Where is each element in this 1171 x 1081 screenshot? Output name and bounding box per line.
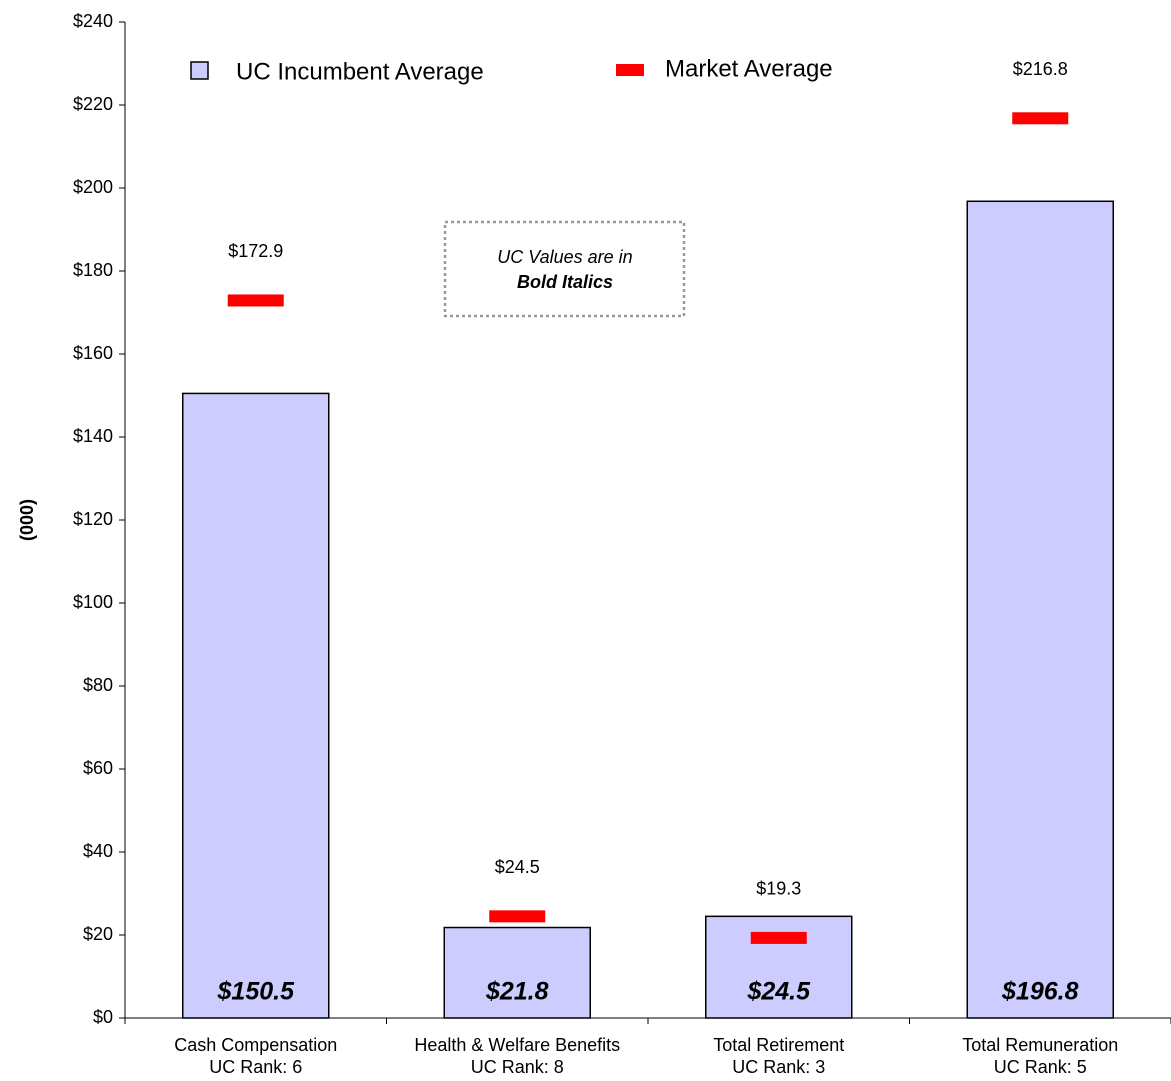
y-tick-label: $0 [93,1007,113,1027]
x-tick-label: Cash Compensation [174,1035,337,1055]
market-marker [489,910,546,923]
market-marker [227,294,284,307]
bar [182,392,330,1019]
market-marker [1012,112,1069,125]
legend-label: Market Average [665,55,833,82]
y-tick-label: $140 [73,426,113,446]
annotation: Bold Italics [517,272,613,292]
x-tick-sublabel: UC Rank: 3 [732,1057,825,1077]
annotation: UC Values are in [497,247,632,267]
bar-value-label: $21.8 [485,978,549,1006]
bar [443,926,591,1019]
y-axis-label: (000) [17,499,37,541]
legend-label: UC Incumbent Average [236,58,484,85]
x-tick-label: Health & Welfare Benefits [414,1035,620,1055]
bar-value-label: $150.5 [217,978,296,1006]
x-tick-sublabel: UC Rank: 8 [471,1057,564,1077]
legend-swatch [616,64,644,76]
y-tick-label: $80 [83,675,113,695]
y-tick-label: $100 [73,592,113,612]
bar [966,200,1114,1019]
x-tick-sublabel: UC Rank: 6 [209,1057,302,1077]
y-tick-label: $220 [73,94,113,114]
market-value-label: $172.9 [228,241,283,261]
y-tick-label: $60 [83,758,113,778]
x-tick-sublabel: UC Rank: 5 [994,1057,1087,1077]
legend-swatch [190,61,209,80]
market-value-label: $24.5 [495,857,540,877]
y-tick-label: $160 [73,343,113,363]
y-tick-label: $200 [73,177,113,197]
bar-value-label: $24.5 [746,978,811,1006]
y-tick-label: $40 [83,841,113,861]
y-tick-label: $180 [73,260,113,280]
y-tick-label: $120 [73,509,113,529]
market-value-label: $19.3 [756,879,801,899]
market-value-label: $216.8 [1013,59,1068,79]
annotation-box [443,220,686,318]
x-tick-label: Total Remuneration [962,1035,1118,1055]
market-marker [750,931,807,944]
bar-value-label: $196.8 [1001,978,1079,1006]
x-tick-label: Total Retirement [713,1035,844,1055]
y-tick-label: $20 [83,924,113,944]
y-tick-label: $240 [73,11,113,31]
